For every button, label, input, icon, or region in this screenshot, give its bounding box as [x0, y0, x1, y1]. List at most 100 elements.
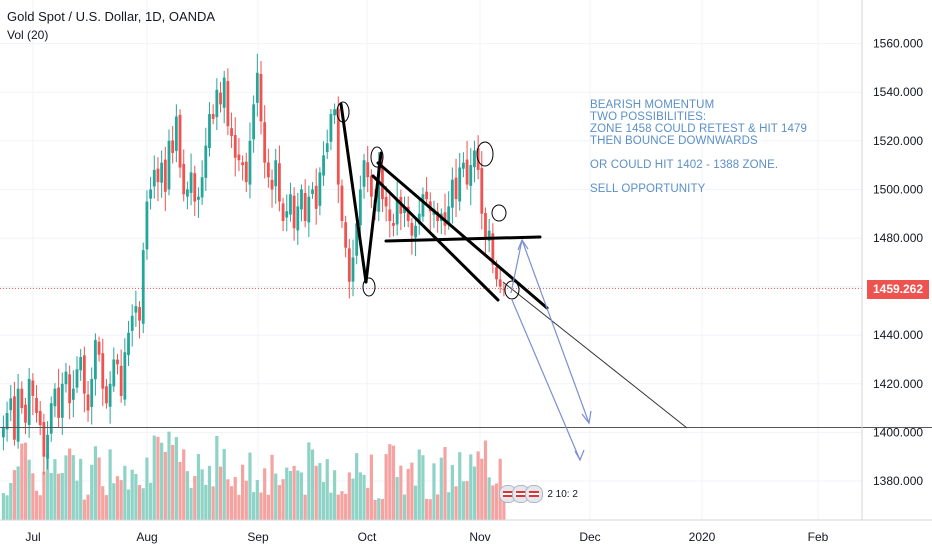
candle-body	[82, 355, 86, 394]
volume-bar	[417, 449, 421, 520]
analysis-note[interactable]: BEARISH MOMENTUM TWO POSSIBILITIES: ZONE 1…	[590, 99, 807, 195]
volume-bar	[436, 494, 440, 520]
volume-bar	[314, 465, 318, 520]
volume-bar	[237, 494, 241, 520]
candle-body	[222, 77, 226, 108]
note-line: ZONE 1458 COULD RETEST & HIT 1479	[590, 123, 807, 135]
candle-body	[86, 394, 90, 411]
volume-bar	[454, 486, 458, 520]
candle-body	[340, 185, 344, 221]
price-tick-label: 1560.000	[873, 37, 923, 51]
note-line: OR COULD HIT 1402 - 1388 ZONE.	[590, 159, 779, 171]
candle-body	[97, 341, 101, 355]
candle-body	[186, 189, 189, 197]
volume-bar	[410, 462, 414, 520]
volume-bar	[303, 494, 307, 520]
volume-bar	[204, 484, 208, 520]
volume-bar	[130, 469, 134, 520]
volume-bar	[226, 479, 230, 520]
candle-body	[329, 114, 333, 142]
volume-bar	[182, 449, 186, 520]
candle-body	[333, 109, 336, 116]
volume-bar	[377, 498, 381, 520]
candle-body	[2, 427, 5, 438]
candle-body	[311, 189, 314, 194]
candle-body	[160, 162, 164, 183]
candle-body	[487, 230, 491, 241]
candle-body	[347, 248, 351, 282]
candle-body	[35, 397, 38, 413]
grid	[0, 0, 862, 520]
candle-body	[462, 162, 465, 169]
candle-body	[189, 172, 193, 193]
candle-body	[53, 388, 57, 407]
candle-body	[31, 380, 35, 396]
candle-body	[167, 140, 171, 190]
candle-body	[289, 194, 292, 215]
volume-bar	[233, 477, 237, 520]
candle-body	[197, 196, 200, 200]
volume-bar	[93, 446, 97, 520]
volume-bar	[20, 443, 24, 520]
time-tick-label: Nov	[469, 530, 490, 544]
volume-bar	[461, 481, 465, 520]
volume-indicator-label[interactable]: Vol (20)	[7, 28, 49, 42]
price-tick-label: 1400.000	[873, 425, 923, 439]
candle-body	[149, 189, 152, 199]
candle-body	[421, 194, 425, 217]
volume-bar	[425, 498, 429, 520]
candle-body	[406, 206, 410, 221]
projection-arrow	[511, 299, 581, 461]
candle-body	[318, 172, 322, 206]
volume-bar	[108, 449, 112, 520]
candle-body	[244, 161, 248, 183]
symbol-title[interactable]: Gold Spot / U.S. Dollar, 1D, OANDA	[7, 9, 216, 24]
candle-body	[458, 167, 462, 202]
volume-bar	[318, 463, 322, 520]
trendline	[376, 161, 549, 310]
candle-body	[49, 403, 53, 434]
volume-bar	[222, 448, 226, 520]
volume-bar	[321, 482, 326, 520]
time-tick-label: Aug	[136, 530, 157, 544]
volume-bar	[12, 470, 17, 520]
note-line	[590, 147, 807, 159]
volume-bar	[472, 466, 477, 520]
candle-body	[322, 155, 325, 176]
candle-body	[414, 225, 417, 238]
note-line	[590, 171, 807, 183]
volume-bar	[270, 454, 274, 520]
volume-bar	[64, 455, 68, 520]
volume-bar	[200, 469, 204, 520]
volume-bar	[465, 481, 469, 520]
candle-body	[24, 404, 27, 423]
volume-bar	[167, 431, 171, 520]
candle-body	[116, 359, 119, 365]
note-line: BEARISH MOMENTUM	[590, 99, 715, 111]
volume-bar	[229, 486, 234, 520]
candle-body	[219, 92, 222, 105]
projection-arrow	[521, 239, 590, 424]
volume-bar	[266, 494, 270, 520]
candle-body	[278, 163, 281, 202]
volume-bar	[406, 468, 410, 520]
candle-body	[46, 434, 49, 459]
candle-body	[16, 388, 20, 442]
trendline	[339, 102, 368, 284]
volume-bar	[137, 485, 142, 520]
candle-body	[355, 223, 359, 256]
volume-bar	[333, 470, 337, 520]
volume-bar	[299, 472, 304, 520]
volume-bar	[119, 480, 123, 520]
volume-bar	[432, 463, 436, 520]
candle-body	[27, 378, 31, 425]
candle-body	[495, 267, 498, 280]
event-count-label: 2 10: 2	[547, 488, 578, 500]
volume-bar	[1, 493, 5, 520]
volume-bar	[443, 447, 447, 520]
volume-bar	[193, 476, 197, 520]
candle-body	[447, 206, 451, 225]
economic-events-marker[interactable]: 2 10: 2	[499, 485, 578, 503]
time-tick-label: Dec	[579, 530, 600, 544]
